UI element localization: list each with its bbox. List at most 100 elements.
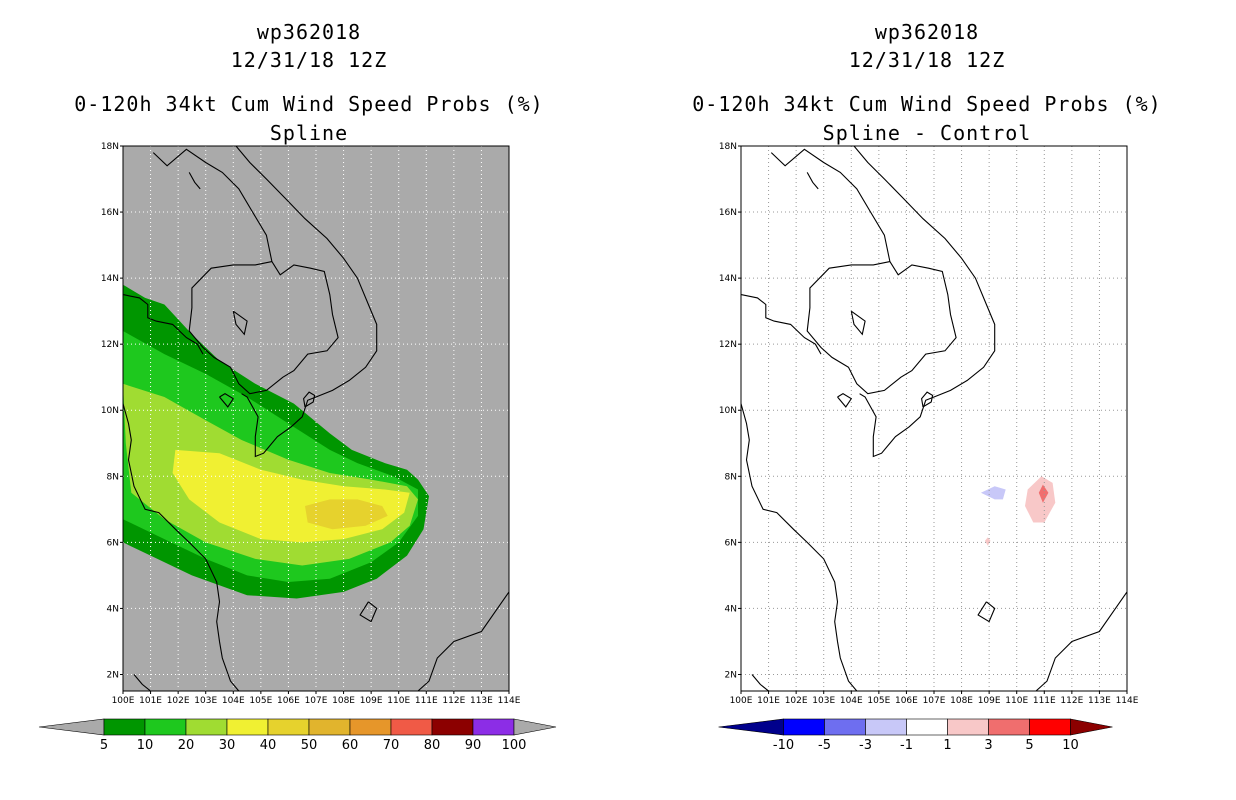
colorbar-box <box>472 718 515 736</box>
y-tick-label: 8N <box>725 472 737 482</box>
colorbar-over-arrow <box>1070 718 1113 736</box>
coastline <box>152 148 339 395</box>
colorbar-over-arrow <box>513 718 557 736</box>
coastline <box>359 601 378 623</box>
coastline <box>741 294 822 355</box>
x-tick-label: 105E <box>249 696 272 706</box>
x-tick-label: 111E <box>415 696 438 706</box>
title-product: 0-120h 34kt Cum Wind Speed Probs (%) <box>692 92 1162 116</box>
x-tick-label: 100E <box>730 696 753 706</box>
x-tick-label: 112E <box>442 696 465 706</box>
colorbar-box <box>144 718 187 736</box>
coastline <box>303 391 316 408</box>
grid-lines <box>741 146 1127 691</box>
y-tick-label: 10N <box>101 406 119 416</box>
y-tick-label: 18N <box>719 142 737 152</box>
y-tick-label: 6N <box>725 538 737 548</box>
x-tick-label: 111E <box>1033 696 1056 706</box>
x-tick-label: 100E <box>112 696 135 706</box>
panel-spline-minus-control: wp362018 12/31/18 12Z 0-120h 34kt Cum Wi… <box>618 0 1236 800</box>
plot-area <box>123 146 509 691</box>
colorbar-box <box>226 718 269 736</box>
title-product: 0-120h 34kt Cum Wind Speed Probs (%) <box>74 92 544 116</box>
colorbar-label: 5 <box>1025 738 1033 753</box>
coastline <box>921 391 934 408</box>
x-tick-label: 110E <box>387 696 410 706</box>
x-tick-label: 113E <box>470 696 493 706</box>
title-datetime: 12/31/18 12Z <box>848 48 1006 72</box>
coastline <box>853 146 996 458</box>
colorbar-label: 40 <box>260 738 277 753</box>
coastline <box>741 403 858 691</box>
colorbar-box <box>947 718 989 736</box>
colorbar-label: 70 <box>383 738 400 753</box>
colorbar-box <box>865 718 907 736</box>
colorbar-label: 10 <box>1062 738 1079 753</box>
x-tick-label: 109E <box>978 696 1001 706</box>
x-tick-label: 114E <box>1116 696 1139 706</box>
contour-level-40 <box>305 499 388 530</box>
title-storm-id: wp362018 <box>874 20 980 44</box>
title-datetime: 12/31/18 12Z <box>230 48 388 72</box>
colorbar-label: 100 <box>502 738 527 753</box>
contour-level-1 <box>1025 476 1056 523</box>
coastline <box>837 393 853 408</box>
coastline <box>123 294 204 355</box>
colorbar-label: 5 <box>100 738 108 753</box>
coastline <box>751 674 769 691</box>
y-tick-label: 8N <box>107 472 119 482</box>
y-tick-label: 2N <box>107 670 119 680</box>
coastlines <box>123 146 509 691</box>
x-tick-label: 101E <box>139 696 162 706</box>
colorbar-box <box>390 718 433 736</box>
colorbar-label: -10 <box>773 738 794 753</box>
plot-area <box>741 146 1127 691</box>
y-tick-label: 6N <box>107 538 119 548</box>
coastline <box>133 674 151 691</box>
contour-level--1 <box>980 486 1006 500</box>
title-variant: Spline <box>269 121 349 145</box>
colorbar-box <box>185 718 228 736</box>
colorbar-label: 50 <box>301 738 318 753</box>
y-tick-label: 12N <box>719 340 737 350</box>
colorbar-box <box>988 718 1030 736</box>
colorbar-box <box>103 718 146 736</box>
colorbar-label: 90 <box>465 738 482 753</box>
colorbar-label: -3 <box>859 738 872 753</box>
colorbar-label: 30 <box>219 738 236 753</box>
y-tick-label: 2N <box>725 670 737 680</box>
colorbar: -10 -5 -3 -1 1 3 5 10 <box>718 718 1113 753</box>
panel-spline: wp362018 12/31/18 12Z 0-120h 34kt Cum Wi… <box>38 20 557 753</box>
colorbar: 5 10 20 30 40 50 60 70 80 90 100 <box>38 718 557 753</box>
x-tick-label: 106E <box>277 696 300 706</box>
x-tick-label: 101E <box>757 696 780 706</box>
map-chart-difference: 100E 101E 102E 103E 104E 105E 106E 107E 108E 109E… <box>718 142 1139 753</box>
y-tick-label: 4N <box>107 604 119 614</box>
colorbar-label: -1 <box>900 738 913 753</box>
x-tick-label: 113E <box>1088 696 1111 706</box>
coastline <box>235 146 378 458</box>
y-tick-label: 18N <box>101 142 119 152</box>
y-tick-label: 14N <box>101 274 119 284</box>
colorbar-box <box>431 718 474 736</box>
x-tick-label: 104E <box>222 696 245 706</box>
x-tick-label: 108E <box>332 696 355 706</box>
colorbar-label: 20 <box>178 738 195 753</box>
colorbar-box <box>349 718 392 736</box>
contour-level-1 <box>985 537 991 546</box>
x-tick-label: 103E <box>812 696 835 706</box>
coastline <box>232 310 248 336</box>
coastline <box>219 393 235 408</box>
y-tick-label: 12N <box>101 340 119 350</box>
y-tick-label: 16N <box>719 208 737 218</box>
x-tick-label: 102E <box>167 696 190 706</box>
map-chart-spline: 100E 101E 102E 103E 104E 105E 106E 107E 108E 109E… <box>38 142 557 753</box>
colorbar-label: 3 <box>984 738 992 753</box>
colorbar-label: -5 <box>818 738 831 753</box>
colorbar-box <box>308 718 351 736</box>
coastline <box>850 310 866 336</box>
coastline <box>417 591 509 691</box>
colorbar-box <box>824 718 866 736</box>
coastline <box>806 172 819 190</box>
x-tick-label: 110E <box>1005 696 1028 706</box>
